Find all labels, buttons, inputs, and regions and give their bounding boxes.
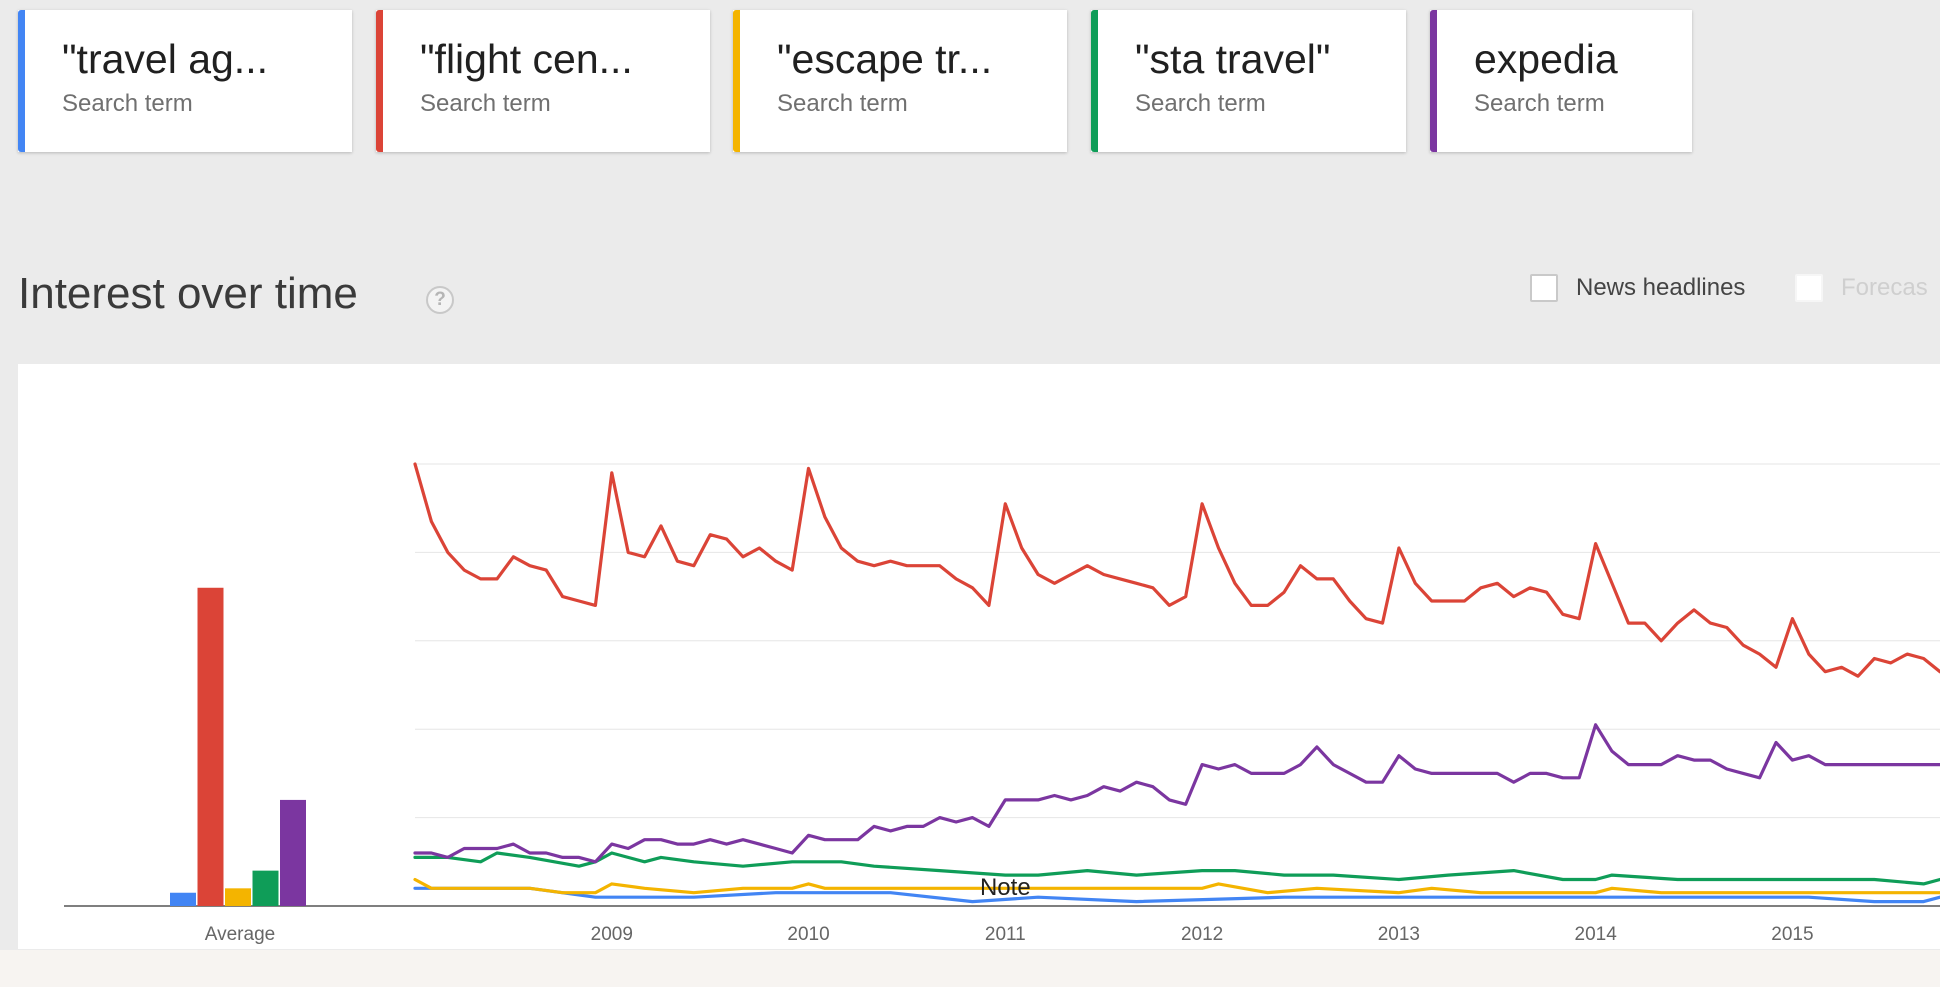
search-term-type: Search term (62, 90, 193, 117)
series-line (413, 851, 1940, 886)
search-term-card-flight-centre[interactable]: "flight cen... Search term (376, 10, 710, 152)
average-bar (225, 888, 251, 906)
news-headlines-label: News headlines (1576, 274, 1746, 301)
search-terms-bar: "travel ag... Search term "flight cen...… (0, 0, 1940, 160)
chart-svg: Average 2009 2010 2011 2012 2013 2014 2015 Note (64, 462, 1940, 945)
series-line (413, 462, 1940, 678)
x-tick-label: 2012 (1181, 924, 1223, 945)
x-tick-label: 2013 (1378, 924, 1420, 945)
series-color-bar (18, 10, 25, 152)
search-term-card-sta-travel[interactable]: "sta travel" Search term (1091, 10, 1406, 152)
forecast-label: Forecas (1841, 274, 1928, 301)
search-term-type: Search term (420, 90, 551, 117)
search-term-label: "flight cen... (420, 36, 633, 82)
series-color-bar (1430, 10, 1437, 152)
search-term-label: "sta travel" (1135, 36, 1331, 82)
section-title: Interest over time (18, 269, 358, 318)
x-tick-label: 2010 (787, 924, 829, 945)
x-tick-label: 2009 (591, 924, 633, 945)
search-term-card-escape-travel[interactable]: "escape tr... Search term (733, 10, 1067, 152)
forecast-checkbox[interactable] (1795, 274, 1823, 302)
series-color-bar (733, 10, 740, 152)
news-headlines-checkbox[interactable] (1530, 274, 1558, 302)
news-headlines-toggle[interactable]: News headlines (1530, 274, 1745, 302)
bottom-strip (0, 950, 1940, 987)
series-line (413, 886, 1940, 904)
search-term-type: Search term (777, 90, 908, 117)
search-term-type: Search term (1474, 90, 1605, 117)
x-tick-label: 2014 (1575, 924, 1618, 945)
search-term-label: "travel ag... (62, 36, 268, 82)
search-term-card-expedia[interactable]: expedia Search term (1430, 10, 1692, 152)
series-line (413, 877, 1940, 895)
series-line (413, 723, 1940, 864)
x-tick-label: 2015 (1771, 924, 1813, 945)
average-bar (280, 799, 306, 906)
search-term-label: expedia (1474, 36, 1618, 82)
search-term-label: "escape tr... (777, 36, 993, 82)
average-bar (197, 587, 224, 906)
note-annotation: Note (980, 874, 1031, 901)
search-term-card-travel-agent[interactable]: "travel ag... Search term (18, 10, 352, 152)
forecast-toggle[interactable]: Forecas (1795, 274, 1928, 302)
search-term-type: Search term (1135, 90, 1266, 117)
x-tick-label: 2011 (985, 924, 1026, 945)
help-icon[interactable]: ? (426, 286, 454, 314)
series-color-bar (376, 10, 383, 152)
average-bar (252, 870, 279, 906)
average-label: Average (205, 924, 275, 945)
series-color-bar (1091, 10, 1098, 152)
interest-over-time-chart: Average 2009 2010 2011 2012 2013 2014 2015 Note (18, 364, 1940, 949)
average-bar (170, 892, 196, 906)
